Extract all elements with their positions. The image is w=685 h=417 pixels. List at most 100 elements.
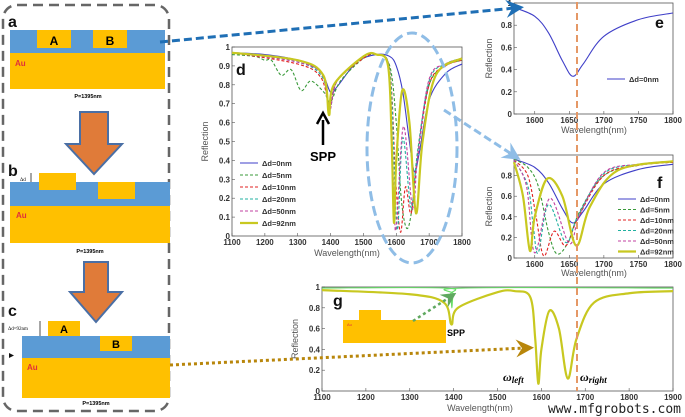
y-tick-label: 0.9 xyxy=(219,62,231,71)
chart-e: 1600 1650 1700 1750 180000.20.40.60.81Wavele… xyxy=(484,0,682,135)
series-line-0 xyxy=(513,158,674,224)
label-a: A xyxy=(50,34,59,48)
block-a xyxy=(39,173,76,190)
legend-entry: Δd=10nm xyxy=(262,183,296,192)
material-label: Au xyxy=(15,59,26,68)
legend-entry: Δd=92nm xyxy=(262,219,296,228)
material-label: Au xyxy=(347,322,352,327)
legend-entry: Δd=50nm xyxy=(640,237,674,246)
y-tick-label: 1 xyxy=(316,283,321,292)
panel-label-c: c xyxy=(8,303,17,320)
legend-entry: Δd=50nm xyxy=(262,207,296,216)
diagram-c: c Δd=92nm A B Au P=1395nm xyxy=(8,303,170,407)
x-tick-label: 1500 xyxy=(489,393,507,402)
connector-d-to-f xyxy=(443,108,521,160)
y-tick-label: 0.1 xyxy=(219,213,231,222)
down-arrow-icon xyxy=(63,111,125,176)
x-tick-label: 1700 xyxy=(595,116,613,125)
x-tick-label: 1200 xyxy=(256,238,274,247)
watermark: www.mfgrobots.com xyxy=(547,402,681,417)
x-tick-label: 1800 xyxy=(620,393,638,402)
x-tick-label: 1200 xyxy=(357,393,375,402)
y-tick-label: 0 xyxy=(508,110,513,119)
chart-d: 1100 1200 1300 1400 1500 1600 1700 1800 0 0.1 0.2 0… xyxy=(200,43,471,258)
delta-label: Δd xyxy=(20,178,26,183)
y-axis-label: Reflection xyxy=(200,121,210,161)
x-tick-label: 1600 xyxy=(526,116,544,125)
y-axis-label: Reflection xyxy=(484,186,494,226)
y-tick-label: 0.2 xyxy=(309,366,321,375)
x-axis-label: Wavelength(nm) xyxy=(561,268,627,278)
x-tick-label: 1300 xyxy=(401,393,419,402)
x-tick-label: 1800 xyxy=(664,116,682,125)
panel-label-f: f xyxy=(657,175,663,192)
x-tick-label: 1600 xyxy=(532,393,550,402)
panel-label-d: d xyxy=(236,62,246,79)
y-tick-label: 0.7 xyxy=(219,100,231,109)
x-tick-label: 1700 xyxy=(576,393,594,402)
delta-label: Δd=92nm xyxy=(8,327,28,332)
panel-label-b: b xyxy=(8,163,18,180)
legend-entry: Δd=0nm xyxy=(262,159,292,168)
chart-f: 1600 1650 1700 1750 180000.20.40.60.81Wavele… xyxy=(484,151,682,278)
y-tick-label: 0.4 xyxy=(309,345,321,354)
legend-entry: Δd=5nm xyxy=(262,171,292,180)
x-tick-label: 1100 xyxy=(313,393,331,402)
y-tick-label: 0 xyxy=(508,254,513,263)
material-label: Au xyxy=(27,363,38,372)
block-b xyxy=(100,336,132,351)
block-a xyxy=(48,321,80,336)
y-tick-label: 0.8 xyxy=(219,81,231,90)
y-tick-label: 0.8 xyxy=(501,21,513,30)
connector-a-to-e xyxy=(159,0,524,44)
connector-inset-to-spp xyxy=(412,292,457,323)
omega-left-label: ωleft xyxy=(503,370,524,385)
period-label: P=1395nm xyxy=(74,94,101,100)
series-line-5 xyxy=(512,160,674,252)
legend-entry: Δd=20nm xyxy=(640,227,674,236)
omega-right-label: ωright xyxy=(580,370,607,385)
x-tick-label: 1800 xyxy=(453,238,471,247)
y-axis-label: Reflection xyxy=(484,38,494,78)
x-tick-label: 1400 xyxy=(445,393,463,402)
x-tick-label: 1700 xyxy=(420,238,438,247)
panel-label-g: g xyxy=(333,293,343,310)
panel-label-e: e xyxy=(655,15,664,32)
label-a: A xyxy=(60,324,68,336)
spp-label: SPP xyxy=(447,328,465,338)
period-label: P=1395nm xyxy=(82,401,109,407)
block-b xyxy=(98,182,135,199)
y-tick-label: 0.6 xyxy=(309,325,321,334)
y-tick-label: 0.6 xyxy=(501,43,513,52)
y-tick-label: 0.4 xyxy=(501,213,513,222)
highlight-ellipse xyxy=(365,31,459,265)
y-tick-label: 0.2 xyxy=(501,88,513,97)
x-tick-label: 1600 xyxy=(526,260,544,269)
y-tick-label: 0.6 xyxy=(219,119,231,128)
x-tick-label: 1650 xyxy=(560,116,578,125)
block-a xyxy=(37,30,71,48)
x-tick-label: 1650 xyxy=(560,260,578,269)
label-b: B xyxy=(112,339,120,351)
series-line-0 xyxy=(513,6,674,77)
legend-entry: Δd=10nm xyxy=(640,216,674,225)
series-line-1 xyxy=(231,53,463,230)
material-label: Au xyxy=(16,211,27,220)
down-arrow-icon xyxy=(67,261,125,324)
diagram-b: b Δd Au P=1395nm xyxy=(8,163,170,255)
x-tick-label: 1900 xyxy=(664,393,682,402)
legend-entry: Δd=0nm xyxy=(640,195,670,204)
x-tick-label: 1100 xyxy=(223,238,241,247)
y-tick-label: 0.8 xyxy=(501,172,513,181)
y-tick-label: 0.2 xyxy=(219,194,231,203)
x-axis-label: Wavelength(nm) xyxy=(447,403,513,413)
period-label: P=1395nm xyxy=(76,249,103,255)
x-tick-label: 1300 xyxy=(289,238,307,247)
y-tick-label: 0 xyxy=(226,232,231,241)
connector-c-to-g xyxy=(169,339,534,367)
x-tick-label: 1750 xyxy=(630,260,648,269)
x-tick-label: 1800 xyxy=(664,260,682,269)
x-axis-label: Wavelength(nm) xyxy=(314,248,380,258)
legend-entry: Δd=5nm xyxy=(640,206,670,215)
